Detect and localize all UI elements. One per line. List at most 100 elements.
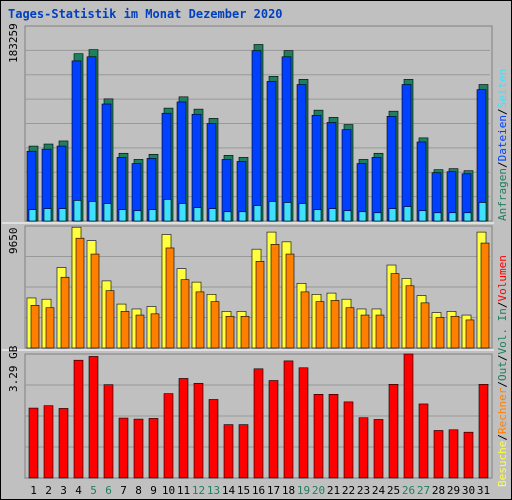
seiten-bar: [118, 209, 127, 222]
seiten-bar: [463, 212, 472, 222]
volumen-bar: [373, 419, 384, 479]
seiten-bar: [163, 199, 172, 222]
dateien-bar: [386, 116, 397, 222]
rechner-bar: [405, 285, 415, 349]
volumen-bar: [313, 393, 324, 479]
rechner-bar: [135, 314, 145, 349]
seiten-bar: [478, 202, 487, 222]
seiten-bar: [223, 211, 232, 222]
volumen-bar: [208, 399, 219, 479]
seiten-bar: [298, 203, 307, 222]
day-label: 26: [402, 484, 415, 497]
rechner-bar: [240, 315, 250, 349]
legend-besuche-rechner-volumen-part: /: [496, 302, 509, 309]
dateien-bar: [341, 129, 352, 222]
rechner-bar: [360, 314, 370, 349]
seiten-bar: [178, 203, 187, 222]
volumen-bar: [388, 384, 399, 479]
rechner-bar: [465, 319, 475, 349]
day-label: 21: [327, 484, 340, 497]
day-label: 5: [90, 484, 97, 497]
rechner-bar: [180, 279, 190, 349]
rechner-bar: [165, 247, 175, 349]
dateien-bar: [416, 141, 427, 222]
day-label: 22: [342, 484, 355, 497]
rechner-bar: [195, 291, 205, 349]
dateien-bar: [326, 122, 337, 222]
rechner-bar: [105, 290, 115, 349]
day-label: 3: [60, 484, 67, 497]
rechner-bar: [345, 307, 355, 349]
dateien-bar: [206, 123, 217, 222]
day-label: 30: [462, 484, 475, 497]
day-label: 28: [432, 484, 445, 497]
rechner-bar: [45, 307, 55, 349]
day-label: 24: [372, 484, 386, 497]
volumen-bar: [238, 424, 249, 479]
day-label: 25: [387, 484, 400, 497]
chart-title: Tages-Statistik im Monat Dezember 2020: [8, 7, 283, 21]
volumen-bar: [283, 360, 294, 479]
day-label: 19: [297, 484, 310, 497]
dateien-bar: [371, 157, 382, 222]
volumen-bar: [253, 368, 264, 479]
rechner-bar: [375, 314, 385, 349]
day-label: 31: [477, 484, 490, 497]
rechner-bar: [75, 237, 85, 349]
seiten-bar: [328, 208, 337, 222]
legend-besuche-rechner-volumen-part: Vol. In: [496, 308, 509, 354]
volumen-bar: [298, 367, 309, 479]
volumen-bar: [418, 403, 429, 479]
rechner-bar: [450, 315, 460, 349]
day-label: 13: [207, 484, 220, 497]
seiten-bar: [313, 209, 322, 222]
rechner-bar: [90, 253, 100, 349]
rechner-bar: [225, 315, 235, 349]
legend-anfragen-dateien-seiten-part: /: [496, 108, 509, 115]
volumen-bar: [118, 417, 129, 479]
rechner-bar: [30, 304, 40, 349]
day-label: 14: [222, 484, 236, 497]
panel-max-label: 3.29 GB: [7, 345, 20, 392]
day-label: 10: [162, 484, 175, 497]
day-label: 12: [192, 484, 205, 497]
seiten-bar: [88, 201, 97, 222]
dateien-bar: [71, 60, 82, 222]
volumen-bar: [58, 408, 69, 479]
dateien-bar: [281, 56, 292, 222]
volumen-bar: [478, 384, 489, 479]
day-label: 27: [417, 484, 430, 497]
day-label: 4: [75, 484, 82, 497]
volumen-bar: [223, 424, 234, 479]
seiten-bar: [283, 202, 292, 222]
day-label: 8: [135, 484, 142, 497]
volumen-bar: [178, 378, 189, 479]
seiten-bar: [193, 207, 202, 222]
seiten-bar: [358, 211, 367, 222]
dateien-bar: [401, 84, 412, 222]
seiten-bar: [238, 211, 247, 222]
seiten-bar: [253, 205, 262, 222]
volumen-bar: [403, 353, 414, 479]
seiten-bar: [418, 210, 427, 222]
legend-besuche-rechner-volumen-part: Besuche: [496, 441, 509, 487]
volumen-bar: [43, 405, 54, 479]
legend-besuche-rechner-volumen-part: Rechner: [496, 387, 509, 434]
legend-anfragen-dateien-seiten: Anfragen/Dateien/Seiten: [496, 69, 509, 221]
panel-max-label: 9650: [7, 228, 20, 255]
seiten-bar: [148, 209, 157, 222]
panel-max-label: 183259: [7, 23, 20, 63]
seiten-bar: [133, 210, 142, 222]
day-label: 7: [120, 484, 127, 497]
seiten-bar: [268, 201, 277, 222]
day-label: 17: [267, 484, 280, 497]
legend-besuche-rechner-volumen-part: Volumen: [496, 255, 509, 301]
legend-anfragen-dateien-seiten-part: Seiten: [496, 69, 509, 109]
rechner-bar: [210, 301, 220, 349]
dateien-bar: [476, 89, 487, 222]
volumen-bar: [28, 407, 39, 479]
seiten-bar: [373, 212, 382, 222]
volumen-bar: [328, 393, 339, 479]
legend-besuche-rechner-volumen-part: /: [496, 381, 509, 388]
dateien-bar: [311, 114, 322, 222]
